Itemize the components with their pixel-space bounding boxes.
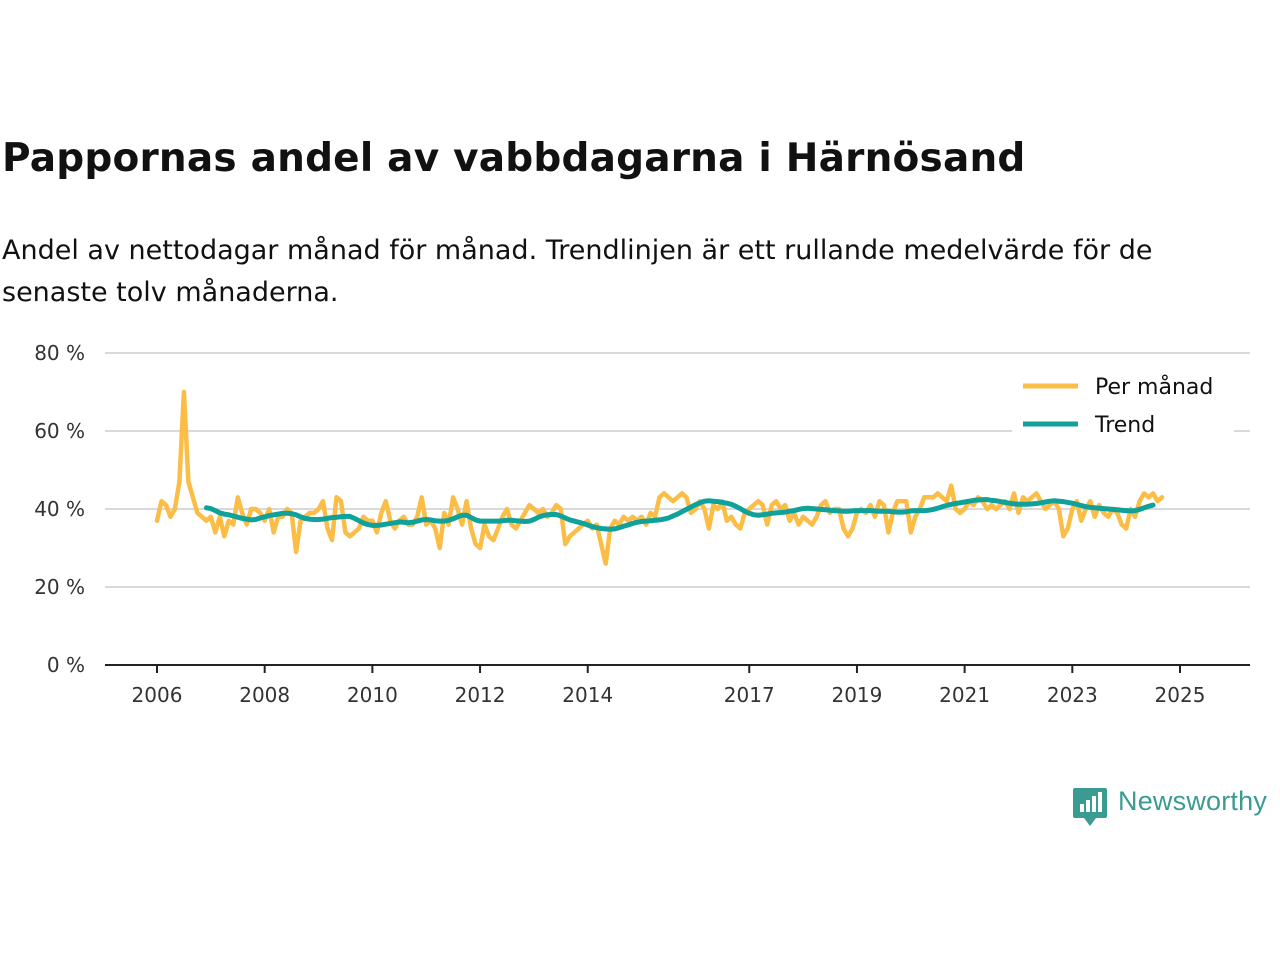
x-tick-label: 2021: [939, 683, 990, 707]
series-line-trend: [203, 497, 1156, 532]
x-tick-label: 2023: [1047, 683, 1098, 707]
series-line-per-manad: [154, 389, 1165, 566]
x-tick-label: 2014: [562, 683, 613, 707]
series-lines: [154, 389, 1165, 566]
chart-subtitle: Andel av nettodagar månad för månad. Tre…: [2, 235, 1153, 308]
x-tick-label: 2019: [831, 683, 882, 707]
x-tick-label: 2025: [1155, 683, 1206, 707]
line-chart: 0 % 20 % 40 % 60 % 80 % 2006 2008 2010 2012 2014…: [34, 341, 1250, 707]
x-tick-label: 2017: [724, 683, 775, 707]
brand-name: Newsworthy: [1118, 786, 1268, 816]
x-tick-label: 2012: [455, 683, 506, 707]
x-tick-label: 2006: [132, 683, 183, 707]
y-tick-label: 20 %: [34, 575, 85, 599]
y-tick-label: 0 %: [47, 653, 85, 677]
legend-label-trend: Trend: [1094, 413, 1155, 438]
chart-title: Pappornas andel av vabbdagarna i Härnösa…: [2, 136, 1026, 181]
y-tick-label: 60 %: [34, 419, 85, 443]
x-axis-ticks: 2006 2008 2010 2012 2014 2017 2019 2021 2023 2025: [132, 665, 1206, 707]
newsworthy-logo-icon: [1073, 788, 1107, 826]
y-tick-label: 40 %: [34, 497, 85, 521]
x-tick-label: 2008: [239, 683, 290, 707]
x-tick-label: 2010: [347, 683, 398, 707]
y-tick-label: 80 %: [34, 341, 85, 365]
legend-label-per-manad: Per månad: [1095, 374, 1213, 400]
chart-legend: Per månad Trend: [1012, 366, 1234, 438]
y-axis-ticks: 0 % 20 % 40 % 60 % 80 %: [34, 341, 85, 677]
